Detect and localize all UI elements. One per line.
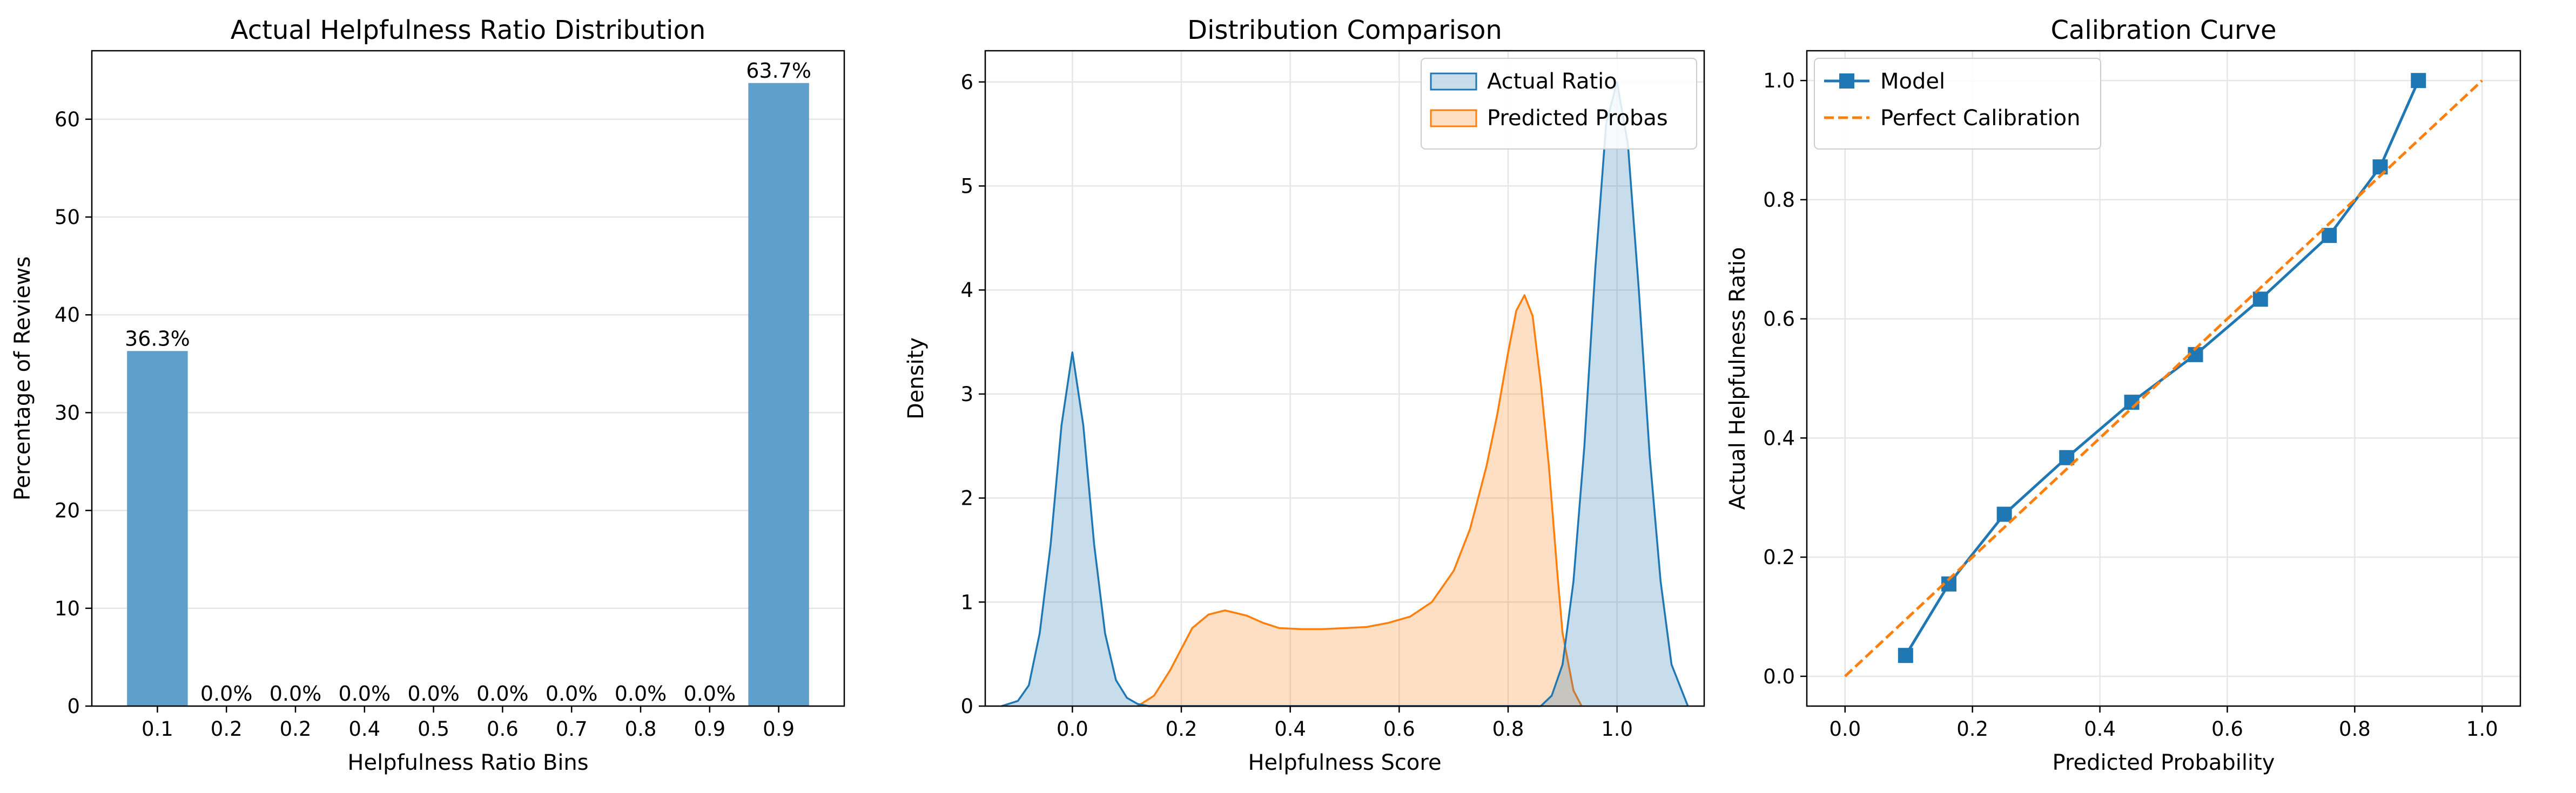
bar-value-label: 0.0% <box>546 682 598 706</box>
legend-model-marker <box>1839 73 1854 89</box>
x-tick-label: 0.8 <box>625 717 657 741</box>
calibration-panel: 0.0 0.2 0.4 0.6 0.8 1.0 0.0 0.2 0.4 0.6 0.8 1.0 Mo… <box>1725 15 2521 775</box>
x-tick-label: 1.0 <box>2466 717 2498 741</box>
histogram-bar <box>127 351 188 706</box>
model-point <box>1996 506 2012 522</box>
y-tick-label: 3 <box>960 383 973 406</box>
x-tick-label: 0.8 <box>2339 717 2371 741</box>
histogram-title: Actual Helpfulness Ratio Distribution <box>231 15 705 45</box>
bar-value-label: 63.7% <box>746 59 811 83</box>
y-tick-label: 0.4 <box>1763 426 1795 450</box>
calibration-y-label: Actual Helpfulness Ratio <box>1725 247 1750 510</box>
bar-value-label: 0.0% <box>339 682 391 706</box>
y-tick-label: 1.0 <box>1763 69 1795 92</box>
x-tick-label: 0.7 <box>556 717 588 741</box>
calibration-title: Calibration Curve <box>2050 15 2276 45</box>
legend-box <box>1421 58 1697 150</box>
histogram-x-label: Helpfulness Ratio Bins <box>347 750 588 775</box>
bar-value-label: 0.0% <box>407 682 460 706</box>
density-axes-frame <box>984 50 1705 707</box>
histogram-value-labels: 36.3% 0.0% 0.0% 0.0% 0.0% 0.0% 0.0% 0.0% 0.0% 63.… <box>125 59 811 706</box>
x-tick-label: 0.6 <box>2211 717 2243 741</box>
bar-value-label: 0.0% <box>684 682 736 706</box>
density-y-label: Density <box>904 337 929 419</box>
histogram-bar <box>748 83 809 706</box>
calibration-lines <box>1844 73 2483 677</box>
calibration-y-ticks: 0.0 0.2 0.4 0.6 0.8 1.0 <box>1763 69 1807 688</box>
x-tick-label: 0.6 <box>1383 717 1415 741</box>
density-title: Distribution Comparison <box>1187 15 1502 45</box>
legend-label: Actual Ratio <box>1487 69 1617 94</box>
y-tick-label: 10 <box>55 597 80 620</box>
x-tick-label: 0.2 <box>280 717 312 741</box>
x-tick-label: 0.4 <box>348 717 380 741</box>
y-tick-label: 6 <box>960 71 973 94</box>
x-tick-label: 0.2 <box>1166 717 1198 741</box>
x-tick-label: 0.1 <box>142 717 173 741</box>
histogram-bars <box>127 83 809 706</box>
model-point <box>2411 73 2426 89</box>
bar-value-label: 36.3% <box>125 327 190 350</box>
y-tick-label: 60 <box>55 108 80 131</box>
model-point <box>1898 648 1913 663</box>
histogram-x-ticks: 0.1 0.2 0.2 0.4 0.5 0.6 0.7 0.8 0.9 0.9 <box>142 706 795 741</box>
legend-label: Model <box>1880 69 1945 94</box>
x-tick-label: 0.2 <box>211 717 243 741</box>
x-tick-label: 0.8 <box>1492 717 1524 741</box>
legend-swatch <box>1430 109 1477 127</box>
calibration-legend: Model Perfect Calibration <box>1814 58 2101 150</box>
density-area-1 <box>1138 295 1582 706</box>
x-tick-label: 0.2 <box>1956 717 1988 741</box>
y-tick-label: 0.8 <box>1763 188 1795 212</box>
x-tick-label: 0.4 <box>1274 717 1306 741</box>
x-tick-label: 0.0 <box>1829 717 1861 741</box>
legend-box <box>1814 58 2101 150</box>
x-tick-label: 0.6 <box>487 717 519 741</box>
y-tick-label: 1 <box>960 591 973 614</box>
density-panel: 0.0 0.2 0.4 0.6 0.8 1.0 0 1 2 3 4 5 6 Actual Ratio P… <box>904 15 1705 775</box>
y-tick-label: 0.2 <box>1763 546 1795 569</box>
y-tick-label: 30 <box>55 401 80 424</box>
density-legend: Actual Ratio Predicted Probas <box>1421 58 1697 150</box>
y-tick-label: 40 <box>55 303 80 327</box>
density-x-ticks: 0.0 0.2 0.4 0.6 0.8 1.0 <box>1057 706 1633 741</box>
x-tick-label: 0.5 <box>418 717 449 741</box>
y-tick-label: 50 <box>55 206 80 229</box>
density-curve-1 <box>1137 294 1583 707</box>
x-tick-label: 1.0 <box>1601 717 1633 741</box>
histogram-y-ticks: 0 10 20 30 40 50 60 <box>55 108 92 718</box>
y-tick-label: 0 <box>67 695 80 718</box>
histogram-y-label: Percentage of Reviews <box>10 256 35 501</box>
bar-value-label: 0.0% <box>200 682 253 706</box>
bar-value-label: 0.0% <box>615 682 667 706</box>
y-tick-label: 0.6 <box>1763 308 1795 331</box>
x-tick-label: 0.9 <box>694 717 725 741</box>
legend-label: Perfect Calibration <box>1880 106 2080 131</box>
density-y-ticks: 0 1 2 3 4 5 6 <box>960 71 985 718</box>
y-tick-label: 20 <box>55 499 80 523</box>
x-tick-label: 0.4 <box>2084 717 2116 741</box>
y-tick-label: 0.0 <box>1763 665 1795 688</box>
calibration-x-label: Predicted Probability <box>2053 750 2275 775</box>
y-tick-label: 5 <box>960 175 973 198</box>
y-tick-label: 0 <box>960 695 973 718</box>
calibration-axes-frame <box>1806 50 2521 707</box>
histogram-panel: 36.3% 0.0% 0.0% 0.0% 0.0% 0.0% 0.0% 0.0% 0.0% 63.… <box>10 15 845 775</box>
y-tick-label: 4 <box>960 279 973 302</box>
legend-swatch <box>1430 72 1477 91</box>
y-tick-label: 2 <box>960 487 973 510</box>
model-point <box>2322 228 2337 243</box>
histogram-axes-frame <box>91 50 845 707</box>
model-point <box>2252 292 2268 307</box>
legend-label: Predicted Probas <box>1487 106 1668 131</box>
bar-value-label: 0.0% <box>476 682 529 706</box>
perfect-calibration-line <box>1844 79 2483 677</box>
x-tick-label: 0.0 <box>1057 717 1088 741</box>
density-x-label: Helpfulness Score <box>1248 750 1441 775</box>
calibration-x-ticks: 0.0 0.2 0.4 0.6 0.8 1.0 <box>1829 706 2498 741</box>
x-tick-label: 0.9 <box>763 717 795 741</box>
bar-value-label: 0.0% <box>270 682 322 706</box>
